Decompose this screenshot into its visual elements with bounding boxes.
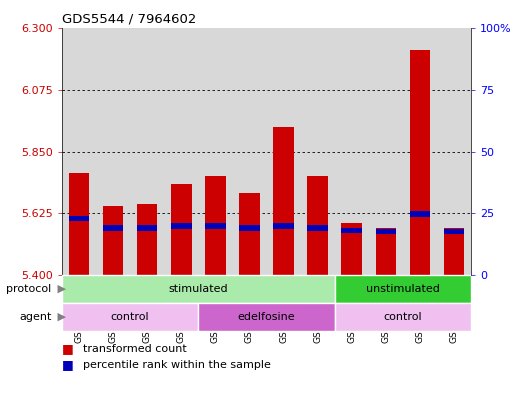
Text: control: control — [384, 312, 422, 322]
Text: agent: agent — [19, 312, 52, 322]
Bar — [410, 50, 430, 275]
Bar — [444, 228, 464, 275]
Bar — [273, 224, 294, 229]
Text: unstimulated: unstimulated — [366, 284, 440, 294]
Text: percentile rank within the sample: percentile rank within the sample — [83, 360, 270, 370]
Bar — [171, 184, 191, 275]
Bar — [376, 229, 396, 234]
Bar — [137, 204, 157, 275]
Bar — [273, 127, 294, 275]
Bar — [342, 223, 362, 275]
Bar — [376, 228, 396, 275]
Bar — [334, 303, 471, 331]
Bar — [410, 211, 430, 217]
Bar — [62, 303, 199, 331]
Text: control: control — [111, 312, 149, 322]
Bar — [239, 225, 260, 231]
Bar — [342, 228, 362, 233]
Bar — [103, 225, 123, 231]
Bar — [444, 229, 464, 234]
Bar — [239, 193, 260, 275]
Text: transformed count: transformed count — [83, 344, 186, 354]
Bar — [307, 176, 328, 275]
Bar — [69, 173, 89, 275]
Text: protocol: protocol — [7, 284, 52, 294]
Bar — [62, 275, 334, 303]
Bar — [205, 224, 226, 229]
Text: ■: ■ — [62, 343, 78, 356]
Text: ▶: ▶ — [54, 284, 66, 294]
Text: edelfosine: edelfosine — [238, 312, 295, 322]
Bar — [69, 216, 89, 222]
Bar — [199, 303, 334, 331]
Bar — [205, 176, 226, 275]
Text: ▶: ▶ — [54, 312, 66, 322]
Text: GDS5544 / 7964602: GDS5544 / 7964602 — [62, 13, 196, 26]
Bar — [334, 275, 471, 303]
Bar — [171, 224, 191, 229]
Bar — [137, 225, 157, 231]
Bar — [103, 206, 123, 275]
Bar — [307, 225, 328, 231]
Text: ■: ■ — [62, 358, 78, 371]
Text: stimulated: stimulated — [169, 284, 228, 294]
